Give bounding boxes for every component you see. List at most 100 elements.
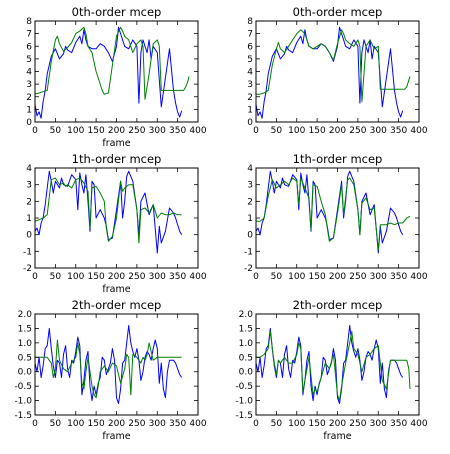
series-line-blue (35, 170, 183, 254)
y-tick-label: 2 (247, 93, 253, 103)
chart-panel-6: 0 50 100 150 200 250 300 350 400-1.5-1.0-0.50.00… (235, 298, 427, 442)
chart-title: 1th-order mcep (293, 152, 383, 166)
x-axis-label: frame (102, 431, 130, 442)
x-tick-label: 250 (128, 272, 145, 282)
x-tick-label: 200 (329, 126, 346, 136)
x-tick-label: 50 (271, 126, 283, 136)
y-tick-label: 0.5 (18, 353, 32, 363)
x-tick-label: 150 (309, 126, 326, 136)
y-tick-label: 0.0 (18, 368, 33, 378)
series-line-blue (256, 170, 404, 254)
x-tick-label: 50 (271, 419, 283, 429)
x-tick-label: 100 (288, 126, 305, 136)
y-tick-label: 0 (247, 231, 253, 241)
x-tick-label: 200 (108, 272, 125, 282)
y-tick-label: 2 (26, 93, 32, 103)
y-tick-label: 1.5 (18, 324, 32, 334)
y-tick-label: 2 (247, 197, 253, 207)
chart-panel-1: 0 50 100 150 200 250 300 350 4000123456780th-ord… (26, 5, 207, 149)
series-line-blue (35, 26, 183, 119)
y-tick-label: 2.0 (18, 310, 33, 320)
y-tick-label: 6 (247, 42, 253, 52)
x-tick-label: 200 (329, 272, 346, 282)
x-tick-label: 250 (128, 126, 145, 136)
y-tick-label: 5 (26, 55, 32, 65)
x-tick-label: 150 (88, 419, 105, 429)
x-tick-label: 350 (390, 419, 407, 429)
series-line-blue (256, 26, 404, 119)
y-tick-label: 0.0 (239, 368, 254, 378)
x-axis-label: frame (102, 138, 130, 149)
x-tick-label: 50 (50, 419, 62, 429)
x-tick-label: 50 (50, 126, 62, 136)
chart-title: 1th-order mcep (72, 152, 162, 166)
x-tick-label: 0 (253, 419, 259, 429)
x-tick-label: 150 (309, 272, 326, 282)
y-tick-label: 8 (247, 17, 253, 27)
y-tick-label: 7 (26, 30, 32, 40)
x-tick-label: 400 (410, 126, 427, 136)
x-tick-label: 350 (390, 126, 407, 136)
y-tick-label: -2 (244, 264, 253, 274)
y-tick-label: 3 (26, 181, 32, 191)
y-tick-label: 1.5 (239, 324, 253, 334)
series-line-green (256, 29, 411, 103)
x-tick-label: 100 (67, 419, 84, 429)
y-tick-label: -0.5 (235, 382, 253, 392)
x-tick-label: 150 (88, 126, 105, 136)
x-tick-label: 300 (149, 126, 166, 136)
y-tick-label: -1.5 (14, 411, 32, 421)
x-tick-label: 100 (288, 419, 305, 429)
x-tick-label: 200 (108, 419, 125, 429)
series-line-green (35, 26, 190, 100)
y-tick-label: -2 (23, 264, 32, 274)
x-tick-label: 400 (189, 126, 206, 136)
x-tick-label: 300 (149, 272, 166, 282)
y-tick-label: 0.5 (239, 353, 253, 363)
y-tick-label: 1 (26, 105, 32, 115)
x-tick-label: 150 (309, 419, 326, 429)
y-tick-label: 1.0 (239, 339, 254, 349)
x-tick-label: 100 (67, 126, 84, 136)
y-tick-label: 3 (247, 181, 253, 191)
y-tick-label: 7 (247, 30, 253, 40)
x-tick-label: 350 (169, 419, 186, 429)
x-tick-label: 400 (410, 272, 427, 282)
y-tick-label: -1.0 (235, 397, 253, 407)
y-tick-label: -1.5 (235, 411, 253, 421)
x-axis-label: frame (323, 431, 351, 442)
x-tick-label: 250 (349, 126, 366, 136)
x-tick-label: 250 (349, 272, 366, 282)
x-tick-label: 250 (349, 419, 366, 429)
x-axis-label: frame (102, 284, 130, 295)
x-tick-label: 0 (32, 419, 38, 429)
plot-area (256, 21, 419, 122)
series-line-green (35, 339, 182, 399)
y-tick-label: -1.0 (14, 397, 32, 407)
y-tick-label: 4 (247, 164, 253, 174)
y-tick-label: 2.0 (239, 310, 254, 320)
chart-title: 2th-order mcep (72, 298, 162, 312)
x-tick-label: 400 (189, 272, 206, 282)
x-tick-label: 250 (128, 419, 145, 429)
x-tick-label: 400 (189, 419, 206, 429)
y-tick-label: 1.0 (18, 339, 33, 349)
y-tick-label: -1 (23, 247, 32, 257)
x-tick-label: 300 (370, 419, 387, 429)
x-tick-label: 300 (149, 419, 166, 429)
chart-panel-2: 0 50 100 150 200 250 300 350 4000123456780th-ord… (247, 5, 428, 136)
y-tick-label: 0 (247, 118, 253, 128)
chart-title: 0th-order mcep (293, 5, 383, 19)
x-tick-label: 350 (169, 126, 186, 136)
y-tick-label: 5 (247, 55, 253, 65)
x-tick-label: 100 (67, 272, 84, 282)
y-tick-label: 2 (26, 197, 32, 207)
y-tick-label: -1 (244, 247, 253, 257)
x-tick-label: 350 (169, 272, 186, 282)
y-tick-label: 6 (26, 42, 32, 52)
y-tick-label: 1 (247, 214, 253, 224)
y-tick-label: 4 (26, 164, 32, 174)
x-tick-label: 200 (329, 419, 346, 429)
